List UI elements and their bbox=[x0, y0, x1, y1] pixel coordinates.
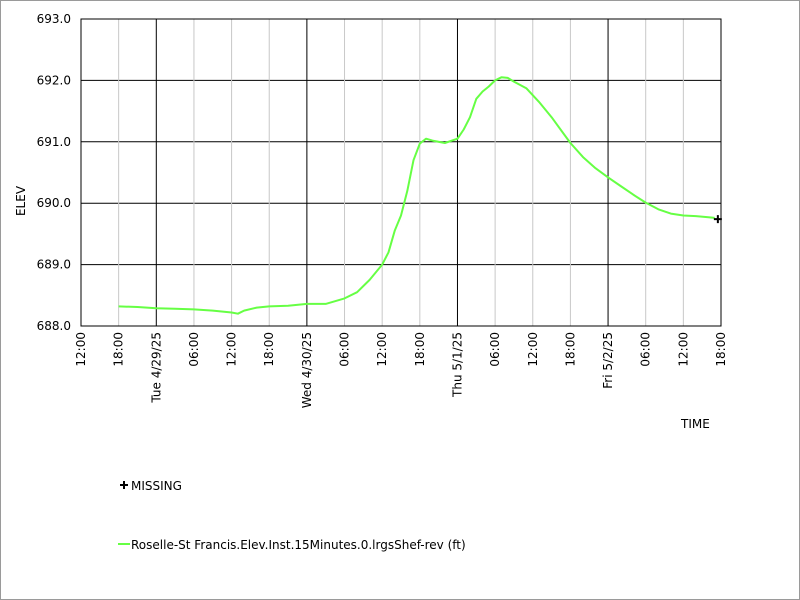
legend-series-label: Roselle-St Francis.Elev.Inst.15Minutes.0… bbox=[131, 538, 466, 552]
legend-entry-series: Roselle-St Francis.Elev.Inst.15Minutes.0… bbox=[118, 538, 466, 552]
y-tick-label: 692.0 bbox=[37, 73, 71, 87]
x-tick-label: 06:00 bbox=[488, 332, 502, 367]
x-tick-label: 12:00 bbox=[74, 332, 88, 367]
x-tick-label: 18:00 bbox=[112, 332, 126, 367]
x-tick-label: 06:00 bbox=[639, 332, 653, 367]
x-tick-label: 12:00 bbox=[526, 332, 540, 367]
x-tick-label: Fri 5/2/25 bbox=[601, 332, 615, 389]
x-tick-label: Thu 5/1/25 bbox=[450, 332, 464, 398]
x-axis-label: TIME bbox=[680, 417, 710, 431]
series-line bbox=[118, 76, 715, 315]
x-tick-label: 18:00 bbox=[714, 332, 728, 367]
x-tick-label: 18:00 bbox=[413, 332, 427, 367]
x-tick-label: 06:00 bbox=[187, 332, 201, 367]
grid-lines bbox=[80, 18, 722, 327]
y-tick-label: 690.0 bbox=[37, 196, 71, 210]
missing-marker-icon bbox=[120, 481, 128, 489]
x-tick-label: 18:00 bbox=[262, 332, 276, 367]
y-tick-label: 693.0 bbox=[37, 12, 71, 26]
x-tick-label: 12:00 bbox=[375, 332, 389, 367]
x-tick-label: 12:00 bbox=[676, 332, 690, 367]
x-axis-ticks: 12:00 18:00 Tue 4/29/25 06:00 12:00 18:00 Wed … bbox=[74, 332, 728, 408]
x-tick-label: 12:00 bbox=[225, 332, 239, 367]
y-axis-label: ELEV bbox=[14, 185, 28, 216]
x-tick-label: Tue 4/29/25 bbox=[149, 332, 163, 404]
y-tick-label: 689.0 bbox=[37, 258, 71, 272]
x-tick-label: 18:00 bbox=[563, 332, 577, 367]
x-tick-label: 06:00 bbox=[338, 332, 352, 367]
y-tick-label: 688.0 bbox=[37, 319, 71, 333]
y-tick-label: 691.0 bbox=[37, 135, 71, 149]
x-tick-label: Wed 4/30/25 bbox=[300, 332, 314, 408]
legend-missing-label: MISSING bbox=[131, 479, 182, 493]
y-axis-ticks: 688.0 689.0 690.0 691.0 692.0 693.0 bbox=[37, 12, 71, 333]
plot-border bbox=[80, 18, 722, 327]
legend-entry-missing: MISSING bbox=[120, 479, 182, 493]
